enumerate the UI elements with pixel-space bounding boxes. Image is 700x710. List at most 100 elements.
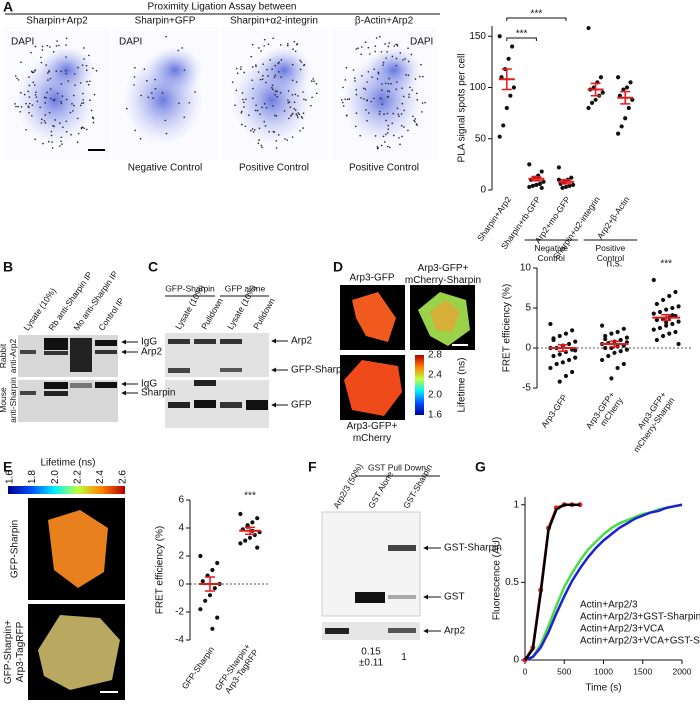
speckle (95, 70, 98, 72)
speckle (393, 45, 396, 47)
point (624, 335, 630, 340)
point (651, 311, 656, 316)
image-title: Arp3-GFP+ mCherry-Sharpin (405, 263, 481, 286)
group-label: GFP-Sharpin (165, 283, 215, 293)
point (606, 353, 611, 359)
speckle (40, 118, 43, 121)
speckle (272, 104, 274, 107)
speckle (234, 104, 236, 106)
speckle (80, 126, 83, 129)
point (238, 511, 243, 517)
point (198, 607, 203, 612)
lane-label: Pulldown (199, 296, 225, 331)
point (603, 337, 608, 342)
text-line: Mouse (0, 387, 8, 413)
speckle (355, 112, 358, 114)
point (660, 297, 666, 303)
row-label: Rabbitanti-Arp2 (0, 338, 18, 373)
speckle (414, 78, 417, 80)
speckle (263, 38, 266, 41)
point (255, 516, 260, 521)
band (355, 592, 385, 603)
speckle (284, 138, 286, 140)
speckle (51, 141, 53, 143)
speckle (274, 64, 277, 67)
speckle (261, 146, 263, 149)
speckle (416, 124, 418, 126)
point (676, 319, 681, 324)
band (388, 628, 416, 633)
arrows (121, 338, 441, 634)
speckle (357, 47, 359, 50)
point (560, 360, 565, 365)
speckle (51, 147, 54, 149)
speckle (398, 137, 400, 139)
image-title: Sharpin+Arp2 (26, 16, 88, 27)
speckle (259, 113, 261, 115)
annotation: *** (244, 491, 256, 502)
speckle (342, 101, 344, 104)
speckle (42, 142, 44, 145)
speckle (381, 89, 383, 91)
speckle (178, 102, 180, 105)
speckle (152, 97, 154, 99)
y-tick-label: -4 (175, 635, 184, 646)
speckle (386, 132, 389, 134)
speckle (81, 102, 83, 104)
speckle (34, 93, 37, 96)
band (168, 402, 190, 408)
text-line: Arp3-GFP+ (418, 263, 469, 274)
band (95, 340, 117, 346)
speckle (346, 98, 349, 101)
speckle (255, 64, 257, 66)
speckle (397, 113, 400, 116)
speckle (60, 102, 63, 105)
speckle (134, 67, 136, 69)
speckle (387, 95, 390, 98)
speckle (134, 129, 136, 132)
speckle (361, 75, 363, 77)
speckle (72, 110, 74, 112)
x-tick-label: 1500 (633, 666, 652, 676)
point (651, 327, 656, 332)
band (388, 545, 416, 551)
speckle (241, 123, 243, 126)
speckle (295, 43, 298, 46)
speckle (31, 114, 33, 117)
speckle (340, 99, 343, 101)
panel-label: B (3, 259, 13, 275)
speckle (299, 129, 301, 132)
speckle (274, 114, 276, 117)
colorbar-tick: 2.0 (428, 390, 442, 401)
caption: Positive Control (349, 163, 419, 174)
speckle (391, 122, 394, 125)
speckle (48, 140, 50, 143)
speckle (79, 82, 82, 84)
speckle (194, 91, 196, 93)
colorbar-tick: 2.2 (72, 470, 83, 484)
speckle (375, 37, 378, 39)
colorbar (8, 486, 125, 494)
speckle (354, 80, 356, 82)
colorbar-tick: 1.6 (428, 410, 442, 421)
speckle (382, 64, 384, 66)
point (664, 323, 669, 328)
speckle (278, 61, 280, 64)
cell (344, 360, 402, 416)
point (566, 341, 572, 347)
speckle (259, 78, 262, 81)
band (20, 350, 36, 354)
lane-label: Rb anti-Sharpin IP (46, 270, 94, 333)
speckle (344, 98, 347, 101)
speckle (41, 45, 44, 48)
speckle (245, 98, 247, 101)
point (603, 333, 608, 339)
speckle (165, 35, 167, 38)
speckle (52, 99, 55, 102)
band (220, 339, 242, 344)
speckle (255, 65, 257, 68)
y-tick-label: -2 (175, 607, 184, 618)
point (563, 373, 569, 379)
point (586, 105, 591, 111)
speckle (386, 112, 389, 115)
